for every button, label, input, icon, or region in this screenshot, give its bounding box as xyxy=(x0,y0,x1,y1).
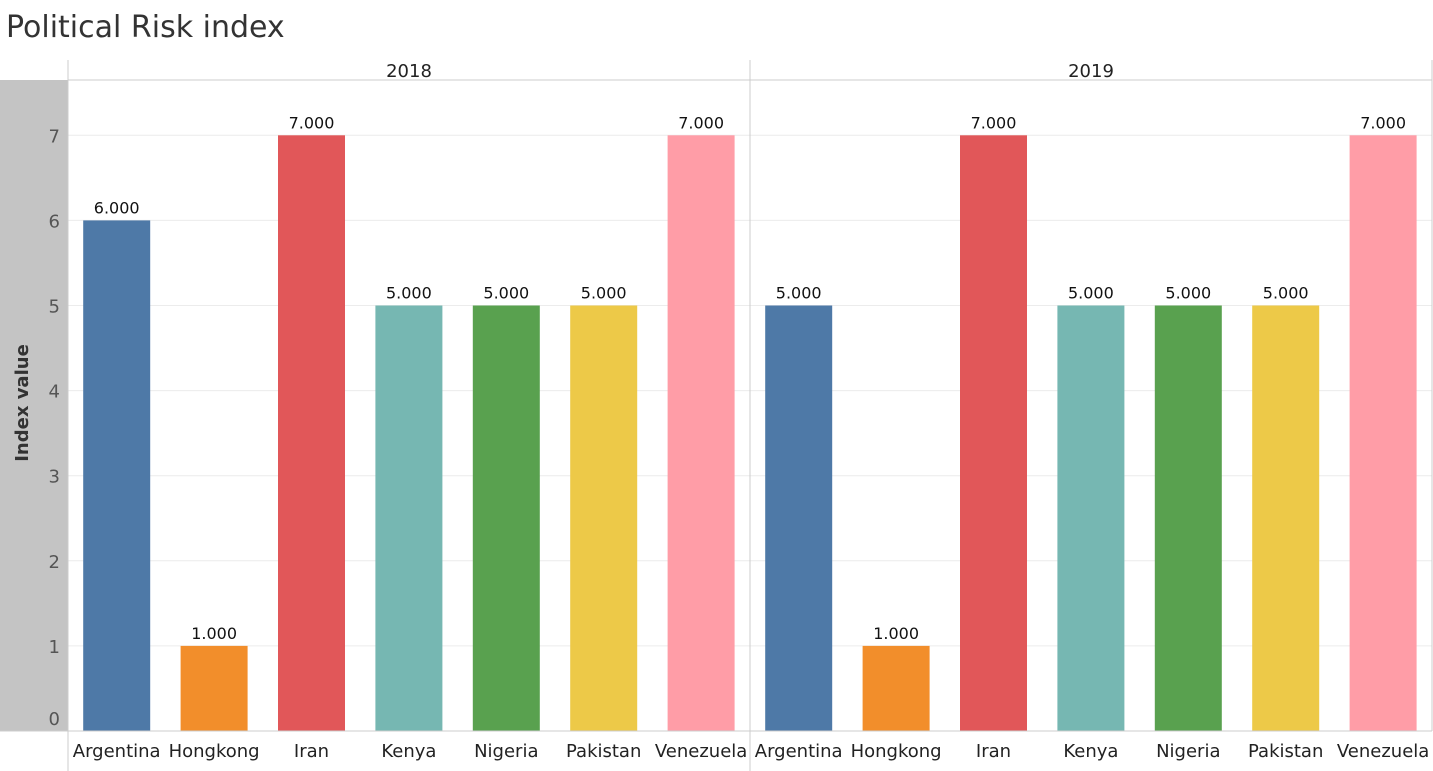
y-tick-label-2: 2 xyxy=(49,552,60,573)
category-label-2018-iran: Iran xyxy=(294,741,329,762)
bar-2018-pakistan xyxy=(570,305,638,731)
bars: 6.000 1.000 7.000 5.000 5.000 5.000 7.000 5.000… xyxy=(83,113,1417,732)
bar-2018-argentina xyxy=(83,220,151,731)
value-label-2019-venezuela: 7.000 xyxy=(1360,113,1406,132)
y-tick-label-6: 6 xyxy=(49,211,60,232)
bar-2019-kenya xyxy=(1057,305,1125,731)
value-label-2019-kenya: 5.000 xyxy=(1068,284,1114,303)
value-label-2018-venezuela: 7.000 xyxy=(678,113,724,132)
category-label-2019-pakistan: Pakistan xyxy=(1248,741,1323,762)
bar-2019-nigeria xyxy=(1154,305,1222,731)
y-tick-label-3: 3 xyxy=(49,467,60,488)
category-label-2018-pakistan: Pakistan xyxy=(566,741,641,762)
y-axis-band xyxy=(0,80,68,731)
panel-header-2018: 2018 xyxy=(386,61,432,82)
panel-header-2019: 2019 xyxy=(1068,61,1114,82)
value-label-2018-kenya: 5.000 xyxy=(386,284,432,303)
y-tick-label-1: 1 xyxy=(49,637,60,658)
category-label-2019-venezuela: Venezuela xyxy=(1337,741,1429,762)
category-label-2019-hongkong: Hongkong xyxy=(851,741,942,762)
value-label-2018-hongkong: 1.000 xyxy=(191,624,237,643)
bar-2019-iran xyxy=(960,135,1027,732)
value-label-2019-iran: 7.000 xyxy=(971,113,1017,132)
y-axis-ticks: 0 1 2 3 4 5 6 7 xyxy=(49,126,60,730)
bar-2018-nigeria xyxy=(472,305,540,731)
bar-2018-venezuela xyxy=(667,135,735,732)
bar-2019-argentina xyxy=(765,305,833,731)
category-label-2018-kenya: Kenya xyxy=(381,741,436,762)
value-label-2018-iran: 7.000 xyxy=(289,113,335,132)
category-label-2019-argentina: Argentina xyxy=(755,741,843,762)
chart-title: Political Risk index xyxy=(6,10,285,45)
value-label-2019-pakistan: 5.000 xyxy=(1263,284,1309,303)
category-labels: Argentina Hongkong Iran Kenya Nigeria Pakista… xyxy=(73,741,1430,762)
value-label-2018-pakistan: 5.000 xyxy=(581,284,627,303)
y-tick-label-7: 7 xyxy=(49,126,60,147)
category-label-2019-nigeria: Nigeria xyxy=(1156,741,1220,762)
bar-2018-kenya xyxy=(375,305,443,731)
y-tick-label-4: 4 xyxy=(49,382,60,403)
panel-frame xyxy=(0,60,1433,771)
bar-2018-hongkong xyxy=(180,645,248,731)
category-label-2018-venezuela: Venezuela xyxy=(655,741,747,762)
bar-2019-pakistan xyxy=(1252,305,1320,731)
y-tick-label-0: 0 xyxy=(49,709,60,730)
bar-2019-venezuela xyxy=(1349,135,1417,732)
category-label-2018-nigeria: Nigeria xyxy=(474,741,538,762)
value-label-2019-argentina: 5.000 xyxy=(776,284,822,303)
category-label-2019-kenya: Kenya xyxy=(1063,741,1118,762)
bar-2018-iran xyxy=(278,135,345,732)
category-label-2018-hongkong: Hongkong xyxy=(169,741,260,762)
y-axis-label: Index value xyxy=(12,344,33,462)
category-label-2019-iran: Iran xyxy=(976,741,1011,762)
category-label-2018-argentina: Argentina xyxy=(73,741,161,762)
panel-headers: 2018 2019 xyxy=(386,61,1114,82)
value-label-2018-argentina: 6.000 xyxy=(94,198,140,217)
value-label-2019-nigeria: 5.000 xyxy=(1165,284,1211,303)
bar-2019-hongkong xyxy=(862,645,930,731)
value-label-2019-hongkong: 1.000 xyxy=(873,624,919,643)
value-label-2018-nigeria: 5.000 xyxy=(483,284,529,303)
y-tick-label-5: 5 xyxy=(49,297,60,318)
